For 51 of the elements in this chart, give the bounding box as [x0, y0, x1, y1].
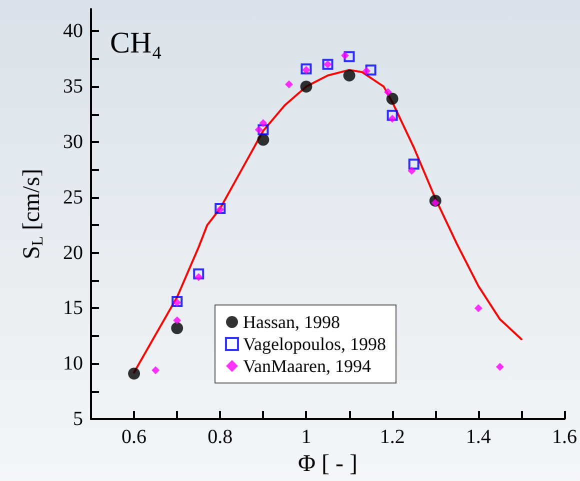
point — [388, 114, 396, 123]
point — [300, 80, 312, 93]
y-tick-label: 40 — [63, 20, 83, 42]
point — [193, 268, 204, 280]
point — [254, 126, 263, 134]
point — [340, 52, 349, 60]
x-tick-label: 1.6 — [552, 426, 577, 448]
point — [128, 368, 140, 380]
x-tick-label: 0.8 — [208, 426, 233, 448]
x-tick-label: 1 — [301, 426, 312, 448]
x-tick-label: 1.2 — [380, 426, 405, 448]
point — [408, 158, 420, 170]
y-tick-label: 30 — [63, 130, 83, 153]
point — [258, 124, 269, 136]
legend-label: Vagelopoulos, 1998 — [243, 334, 386, 354]
point — [474, 304, 482, 312]
legend-label: VanMaaren, 1994 — [243, 356, 371, 376]
y-tick-label: 25 — [63, 186, 83, 208]
point — [496, 362, 504, 371]
point — [173, 316, 182, 324]
point — [216, 206, 224, 214]
point — [214, 202, 226, 214]
point — [344, 51, 355, 62]
y-axis-title: SL [cm/s] — [19, 168, 46, 260]
point — [172, 296, 183, 308]
x-tick-label: 1.4 — [466, 426, 491, 448]
y-tick-label: 35 — [63, 76, 83, 98]
point — [302, 66, 310, 74]
annotation: CH₄ — [110, 26, 162, 60]
y-tick-label: 15 — [63, 297, 83, 320]
y-tick-label: 20 — [63, 242, 83, 264]
x-tick-label: 0.6 — [122, 426, 147, 448]
point — [173, 298, 182, 307]
y-tick-label: 5 — [73, 408, 83, 430]
y-tick-label: 10 — [63, 352, 83, 375]
point — [171, 322, 184, 334]
point — [384, 88, 392, 96]
point — [300, 63, 312, 74]
point — [152, 366, 160, 374]
point — [343, 69, 356, 82]
point — [386, 110, 398, 121]
point — [285, 80, 294, 88]
point — [408, 166, 416, 175]
point — [194, 273, 203, 282]
point — [365, 64, 376, 76]
legend-label: Hassan, 1998 — [243, 312, 340, 332]
point — [386, 92, 398, 105]
x-axis-title: Φ [ - ] — [298, 451, 358, 477]
point — [362, 67, 370, 76]
point — [257, 134, 270, 146]
point — [259, 119, 268, 128]
